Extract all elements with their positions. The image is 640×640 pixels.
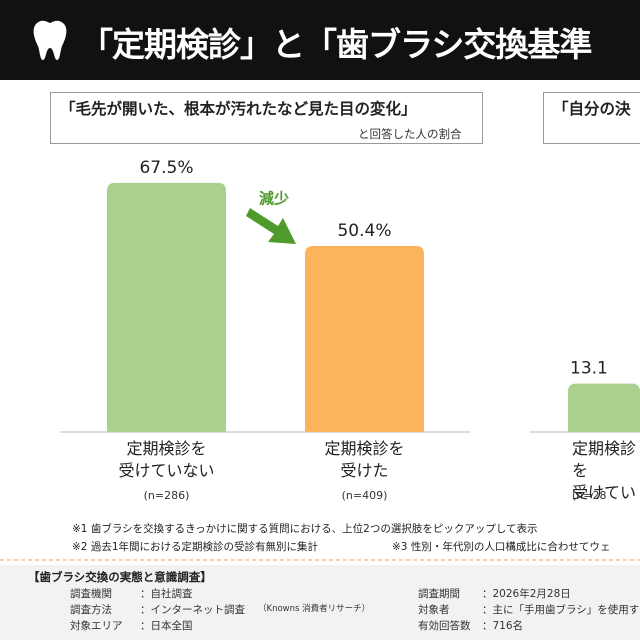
category-label: 定期検診を 受けた bbox=[324, 439, 405, 480]
survey-text: ：主に「手用歯ブラシ」を使用す bbox=[482, 604, 640, 616]
category-label: 定期検診を 受けてい bbox=[572, 439, 637, 502]
footnote: ※2 過去1年間における定期検診の受診有無別に集計 bbox=[72, 541, 318, 553]
header-title: 「定期検診」と「歯ブラシ交換基準 bbox=[80, 25, 592, 64]
survey-text: 調査機関 bbox=[70, 588, 112, 600]
survey-text: ：日本全国 bbox=[140, 620, 193, 632]
bar bbox=[568, 383, 640, 432]
annotation: 減少 bbox=[259, 190, 289, 208]
chart-title-box bbox=[50, 92, 483, 144]
survey-text: ：インターネット調査 bbox=[140, 604, 245, 616]
value-label: 50.4% bbox=[337, 221, 391, 241]
bar bbox=[305, 246, 424, 432]
footnote: ※1 歯ブラシを交換するきっかけに関する質問における、上位2つの選択肢をピックア… bbox=[72, 523, 538, 535]
survey-text: 調査期間 bbox=[418, 588, 460, 600]
survey-panel: 【歯ブラシ交換の実態と意識調査】調査機関 ：自社調査調査方法 ：インターネット調査 （… bbox=[0, 565, 640, 640]
survey-text: 対象者 bbox=[418, 604, 450, 616]
survey-text: ：自社調査 bbox=[140, 588, 193, 600]
survey-text: ：716名 bbox=[482, 620, 524, 632]
sample-size: (n=409) bbox=[341, 489, 388, 502]
sample-size: (n=286) bbox=[143, 489, 190, 502]
survey-text: （Knowns 消費者リサーチ） bbox=[258, 604, 371, 614]
chart-title: 「毛先が開いた、根本が汚れたなど見た目の変化」 bbox=[60, 100, 417, 118]
arrow bbox=[246, 208, 296, 244]
tooth-icon bbox=[33, 20, 67, 61]
value-label: 13.1 bbox=[570, 359, 608, 379]
chart-title-box bbox=[543, 92, 640, 144]
bar bbox=[107, 182, 226, 432]
survey-text: 対象エリア bbox=[70, 620, 123, 632]
footnote: ※3 性別・年代別の人口構成比に合わせてウェ bbox=[392, 541, 611, 553]
header-bar: 「定期検診」と「歯ブラシ交換基準 bbox=[0, 0, 640, 80]
survey-title: 【歯ブラシ交換の実態と意識調査】 bbox=[28, 570, 212, 584]
chart-subtitle: と回答した人の割合 bbox=[358, 127, 462, 141]
value-label: 67.5% bbox=[139, 158, 193, 178]
chart-title: 「自分の決 bbox=[553, 100, 631, 118]
sample-size: (n=28 bbox=[572, 489, 607, 502]
category-label: 定期検診を 受けていない bbox=[118, 439, 215, 480]
survey-text: 調査方法 bbox=[70, 604, 112, 616]
survey-text: ：2026年2月28日 bbox=[482, 588, 571, 600]
survey-text: 有効回答数 bbox=[418, 620, 471, 632]
